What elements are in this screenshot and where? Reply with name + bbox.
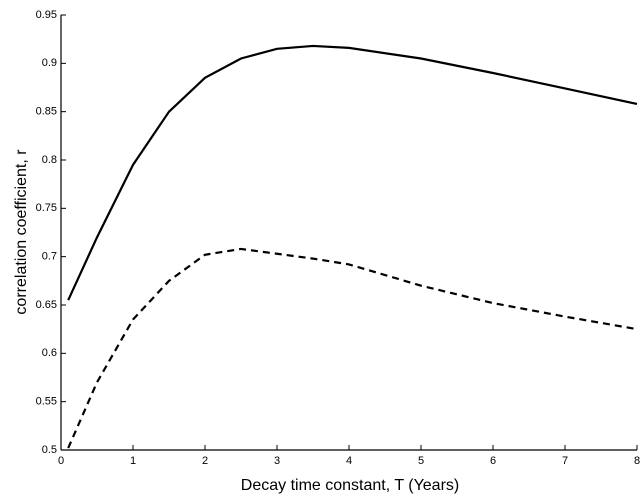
x-tick-label: 0 [58, 455, 64, 467]
y-tick-label: 0.6 [42, 347, 57, 359]
y-tick-label: 0.65 [36, 299, 57, 311]
y-tick-label: 0.55 [36, 396, 57, 408]
y-tick-label: 0.85 [36, 106, 57, 118]
y-axis-label: correlation coefficient, r [13, 149, 30, 315]
x-tick-label: 1 [130, 455, 136, 467]
x-tick-label: 2 [202, 455, 208, 467]
y-tick-label: 0.8 [42, 154, 57, 166]
x-tick-label: 3 [274, 455, 280, 467]
y-tick-label: 0.95 [36, 9, 57, 21]
x-tick-label: 7 [562, 455, 568, 467]
line-series [67, 247, 638, 449]
y-tick-label: 0.75 [36, 202, 57, 214]
line-series [67, 44, 638, 301]
y-tick-label: 0.5 [42, 444, 57, 456]
x-tick-label: 6 [490, 455, 496, 467]
x-axis-label: Decay time constant, T (Years) [241, 477, 459, 494]
x-tick-label: 4 [346, 455, 352, 467]
x-tick-label: 8 [634, 455, 640, 467]
x-tick-label: 5 [418, 455, 424, 467]
y-tick-label: 0.9 [42, 57, 57, 69]
y-tick-label: 0.7 [42, 251, 57, 263]
